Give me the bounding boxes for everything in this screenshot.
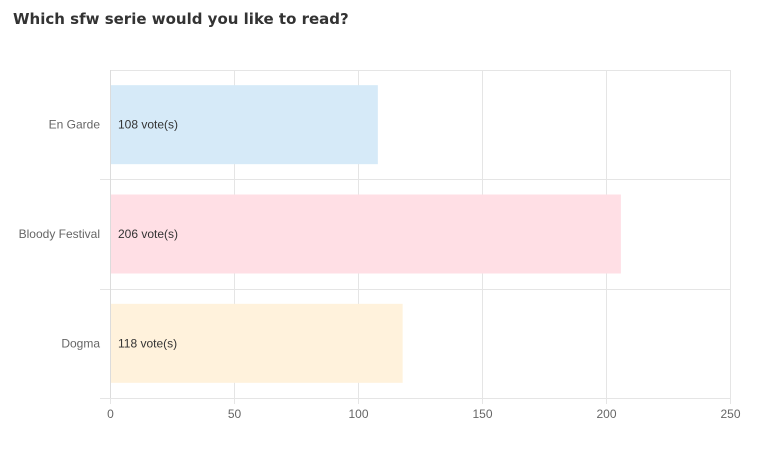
- bar-value-label: 206 vote(s): [118, 227, 178, 241]
- y-category-label: Bloody Festival: [19, 227, 100, 241]
- bar-en-garde[interactable]: [110, 85, 378, 165]
- chart-axes: 0 50 100 150 200 250 En Garde Bloody Festival Do…: [19, 70, 741, 421]
- x-tick-label: 100: [348, 407, 368, 421]
- x-tick-label: 250: [720, 407, 740, 421]
- x-tick-label: 50: [228, 407, 242, 421]
- bar-value-label: 108 vote(s): [118, 118, 178, 132]
- x-tick-label: 200: [596, 407, 616, 421]
- bar-bloody-festival[interactable]: [110, 194, 621, 274]
- poll-title: Which sfw serie would you like to read?: [13, 10, 349, 28]
- chart-bars: 108 vote(s) 206 vote(s) 118 vote(s): [110, 85, 621, 383]
- y-category-label: En Garde: [49, 118, 101, 132]
- x-tick-label: 0: [107, 407, 114, 421]
- y-category-label: Dogma: [61, 336, 100, 350]
- bar-value-label: 118 vote(s): [118, 336, 177, 350]
- bar-dogma[interactable]: [110, 303, 403, 383]
- x-tick-label: 150: [472, 407, 492, 421]
